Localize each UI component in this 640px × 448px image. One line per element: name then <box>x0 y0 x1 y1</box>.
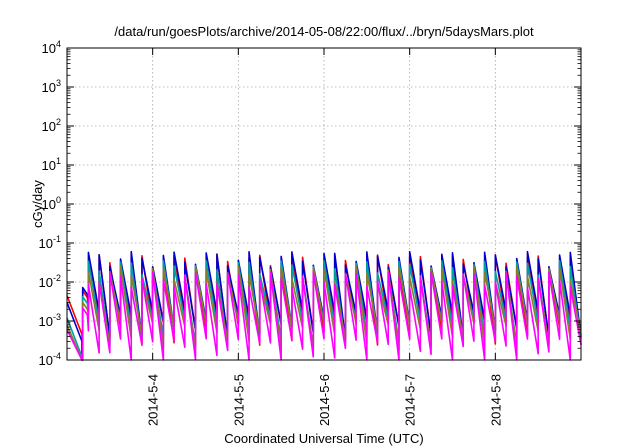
axis-ticks: 10-4 10-3 10-2 10-1 100 101 102 103 104 2014-5-4 2… <box>39 39 581 426</box>
y-tick-label: 102 <box>42 117 61 134</box>
y-tick-label: 103 <box>42 78 61 95</box>
x-axis-label: Coordinated Universal Time (UTC) <box>224 431 423 446</box>
x-tick-label: 2014-5-7 <box>403 374 418 426</box>
x-tick-label: 2014-5-4 <box>146 374 161 426</box>
chart-title: /data/run/goesPlots/archive/2014-05-08/2… <box>114 24 534 39</box>
x-tick-label: 2014-5-5 <box>231 374 246 426</box>
y-tick-label: 101 <box>42 156 61 173</box>
y-tick-label: 10-3 <box>39 312 61 329</box>
x-tick-label: 2014-5-8 <box>488 374 503 426</box>
series-layer <box>66 250 582 361</box>
y-tick-label: 100 <box>42 195 61 212</box>
y-tick-label: 10-2 <box>39 273 61 290</box>
x-tick-label: 2014-5-6 <box>317 374 332 426</box>
y-tick-label: 10-1 <box>39 234 61 251</box>
y-axis-label: cGy/day <box>30 180 45 228</box>
y-tick-label: 104 <box>42 39 61 56</box>
series-line <box>66 271 582 361</box>
y-tick-label: 10-4 <box>39 351 61 368</box>
